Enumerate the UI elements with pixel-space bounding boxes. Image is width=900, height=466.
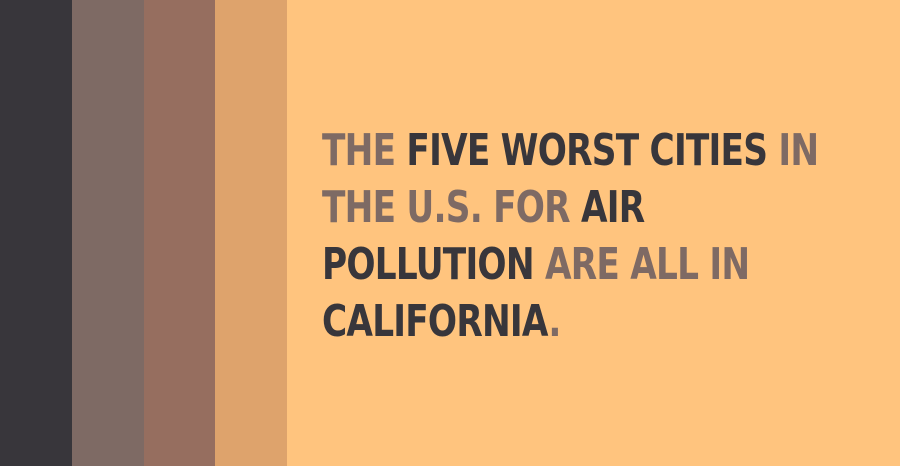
stripe-taupe	[72, 0, 144, 466]
fact-word: THE	[322, 125, 407, 176]
fact-word: AIR	[580, 182, 645, 233]
fact-headline: THE FIVE WORST CITIES IN THE U.S. FOR AI…	[322, 122, 882, 350]
fact-word: ARE ALL IN	[533, 239, 750, 290]
stripe-dark	[0, 0, 72, 466]
fact-line-2: THE U.S. FOR AIR	[322, 179, 759, 236]
fact-word: CALIFORNIA	[322, 296, 549, 347]
fact-line-4: CALIFORNIA.	[322, 293, 759, 350]
fact-line-1: THE FIVE WORST CITIES IN	[322, 122, 819, 179]
fact-word: THE U.S. FOR	[322, 182, 581, 233]
fact-word: POLLUTION	[322, 239, 535, 290]
stripe-tan	[215, 0, 287, 466]
stripe-brown	[144, 0, 215, 466]
fact-word: IN	[767, 125, 819, 176]
fact-line-3: POLLUTION ARE ALL IN	[322, 236, 759, 293]
fact-word: FIVE WORST CITIES	[406, 125, 768, 176]
fact-word: .	[548, 296, 561, 347]
